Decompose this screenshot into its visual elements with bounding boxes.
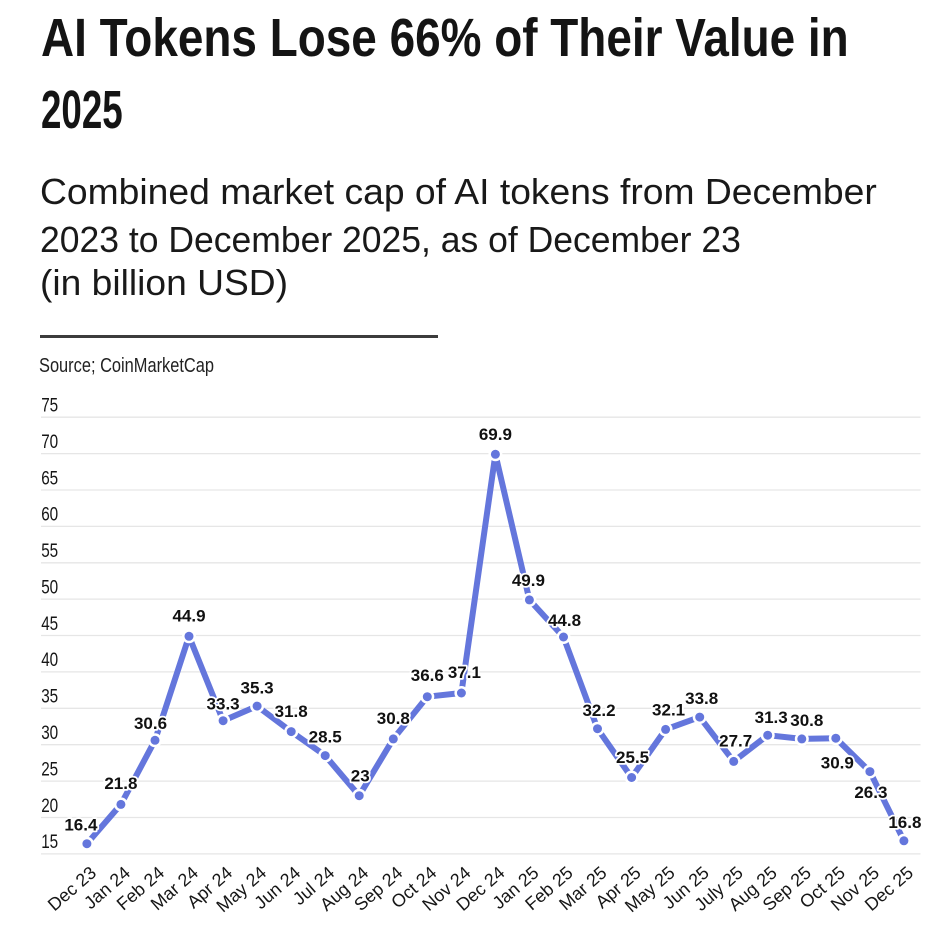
svg-text:70: 70 bbox=[41, 431, 58, 453]
svg-text:30.6: 30.6 bbox=[134, 714, 167, 733]
svg-text:55: 55 bbox=[41, 540, 58, 562]
svg-text:33.8: 33.8 bbox=[685, 689, 718, 708]
svg-text:30.8: 30.8 bbox=[790, 711, 823, 730]
svg-text:35.3: 35.3 bbox=[241, 679, 274, 698]
svg-text:26.3: 26.3 bbox=[854, 783, 887, 802]
svg-text:31.8: 31.8 bbox=[275, 702, 308, 721]
svg-text:60: 60 bbox=[41, 504, 58, 526]
svg-text:25.5: 25.5 bbox=[616, 748, 649, 767]
svg-text:37.1: 37.1 bbox=[448, 663, 481, 682]
svg-text:16.8: 16.8 bbox=[888, 813, 921, 832]
svg-text:32.1: 32.1 bbox=[652, 701, 685, 720]
svg-text:21.8: 21.8 bbox=[104, 774, 137, 793]
svg-text:32.2: 32.2 bbox=[582, 701, 615, 720]
svg-text:20: 20 bbox=[41, 795, 58, 817]
svg-text:15: 15 bbox=[41, 831, 58, 853]
svg-text:40: 40 bbox=[41, 649, 58, 671]
svg-text:23: 23 bbox=[351, 767, 370, 786]
svg-text:45: 45 bbox=[41, 613, 58, 635]
svg-text:36.6: 36.6 bbox=[411, 666, 444, 685]
svg-text:35: 35 bbox=[41, 686, 58, 708]
svg-text:65: 65 bbox=[41, 467, 58, 489]
svg-text:27.7: 27.7 bbox=[719, 731, 752, 750]
svg-text:44.9: 44.9 bbox=[172, 607, 205, 626]
svg-text:33.3: 33.3 bbox=[207, 694, 240, 713]
svg-text:30: 30 bbox=[41, 722, 58, 744]
svg-text:31.3: 31.3 bbox=[755, 708, 788, 727]
svg-text:16.4: 16.4 bbox=[64, 816, 98, 835]
svg-text:28.5: 28.5 bbox=[309, 728, 342, 747]
svg-text:50: 50 bbox=[41, 576, 58, 598]
svg-text:49.9: 49.9 bbox=[512, 571, 545, 590]
svg-text:30.9: 30.9 bbox=[821, 753, 854, 772]
svg-text:25: 25 bbox=[41, 758, 58, 780]
svg-text:44.8: 44.8 bbox=[548, 611, 581, 630]
svg-text:75: 75 bbox=[41, 395, 58, 417]
svg-text:69.9: 69.9 bbox=[479, 425, 512, 444]
svg-text:30.8: 30.8 bbox=[377, 709, 410, 728]
